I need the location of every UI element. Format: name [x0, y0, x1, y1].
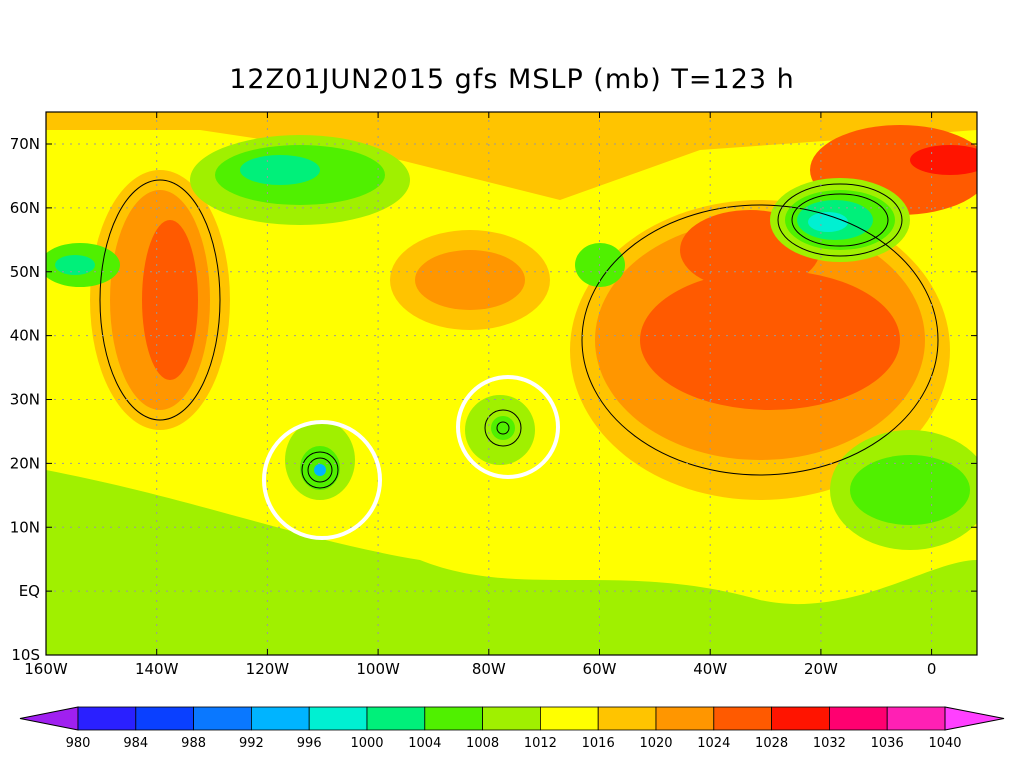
lon-label: 100W	[356, 660, 400, 678]
colorbar-label: 1020	[639, 736, 672, 751]
colorbar-segment	[77, 706, 137, 731]
colorbar-over	[944, 706, 1005, 731]
colorbar: 980 984 988 992 996 1000 1004 1008 1012 1016 1020 1…	[19, 706, 1005, 751]
colorbar-label: 1008	[466, 736, 499, 751]
colorbar-segment	[135, 706, 195, 731]
title: 12Z01JUN2015 gfs MSLP (mb) T=123 h	[229, 64, 795, 95]
colorbar-under	[19, 706, 79, 731]
lon-label: 120W	[246, 660, 290, 678]
lat-label: 30N	[10, 391, 40, 409]
colorbar-segment	[597, 706, 657, 731]
lat-label: 50N	[10, 263, 40, 281]
colorbar-label: 1032	[813, 736, 846, 751]
lon-label: 0	[927, 660, 937, 678]
colorbar-segment	[250, 706, 310, 731]
colorbar-segment	[308, 706, 368, 731]
colorbar-label: 980	[66, 736, 91, 751]
colorbar-segment	[193, 706, 252, 731]
lon-label: 80W	[472, 660, 506, 678]
colorbar-label: 988	[181, 736, 206, 751]
colorbar-segment	[771, 706, 830, 731]
colorbar-segment	[886, 706, 946, 731]
colorbar-segment	[424, 706, 483, 731]
colorbar-label: 1036	[871, 736, 904, 751]
lon-label: 40W	[693, 660, 727, 678]
colorbar-segment	[540, 706, 599, 731]
colorbar-label: 1028	[755, 736, 788, 751]
colorbar-segment	[829, 706, 888, 731]
colorbar-label: 1040	[928, 736, 961, 751]
colorbar-segment	[713, 706, 772, 731]
colorbar-label: 1016	[582, 736, 615, 751]
colorbar-label: 1012	[524, 736, 557, 751]
lat-label: 10S	[11, 646, 40, 664]
lat-label: 10N	[10, 518, 40, 536]
lat-label: 20N	[10, 454, 40, 472]
colorbar-label: 1024	[697, 736, 730, 751]
colorbar-label: 1004	[408, 736, 441, 751]
lat-label: EQ	[19, 582, 40, 600]
colorbar-segment	[655, 706, 715, 731]
highlight-circle	[262, 420, 382, 540]
colorbar-segment	[366, 706, 426, 731]
lat-label: 60N	[10, 199, 40, 217]
lon-label: 60W	[583, 660, 617, 678]
highlight-circle	[456, 375, 560, 479]
lat-label: 40N	[10, 327, 40, 345]
colorbar-label: 992	[239, 736, 264, 751]
map-field	[46, 112, 977, 655]
colorbar-label: 996	[297, 736, 322, 751]
colorbar-label: 984	[123, 736, 148, 751]
lon-label: 160W	[24, 660, 68, 678]
lon-label: 140W	[135, 660, 179, 678]
map-frame	[45, 111, 978, 656]
lon-label: 20W	[804, 660, 838, 678]
colorbar-label: 1000	[350, 736, 383, 751]
colorbar-segment	[482, 706, 541, 731]
lat-label: 70N	[10, 135, 40, 153]
